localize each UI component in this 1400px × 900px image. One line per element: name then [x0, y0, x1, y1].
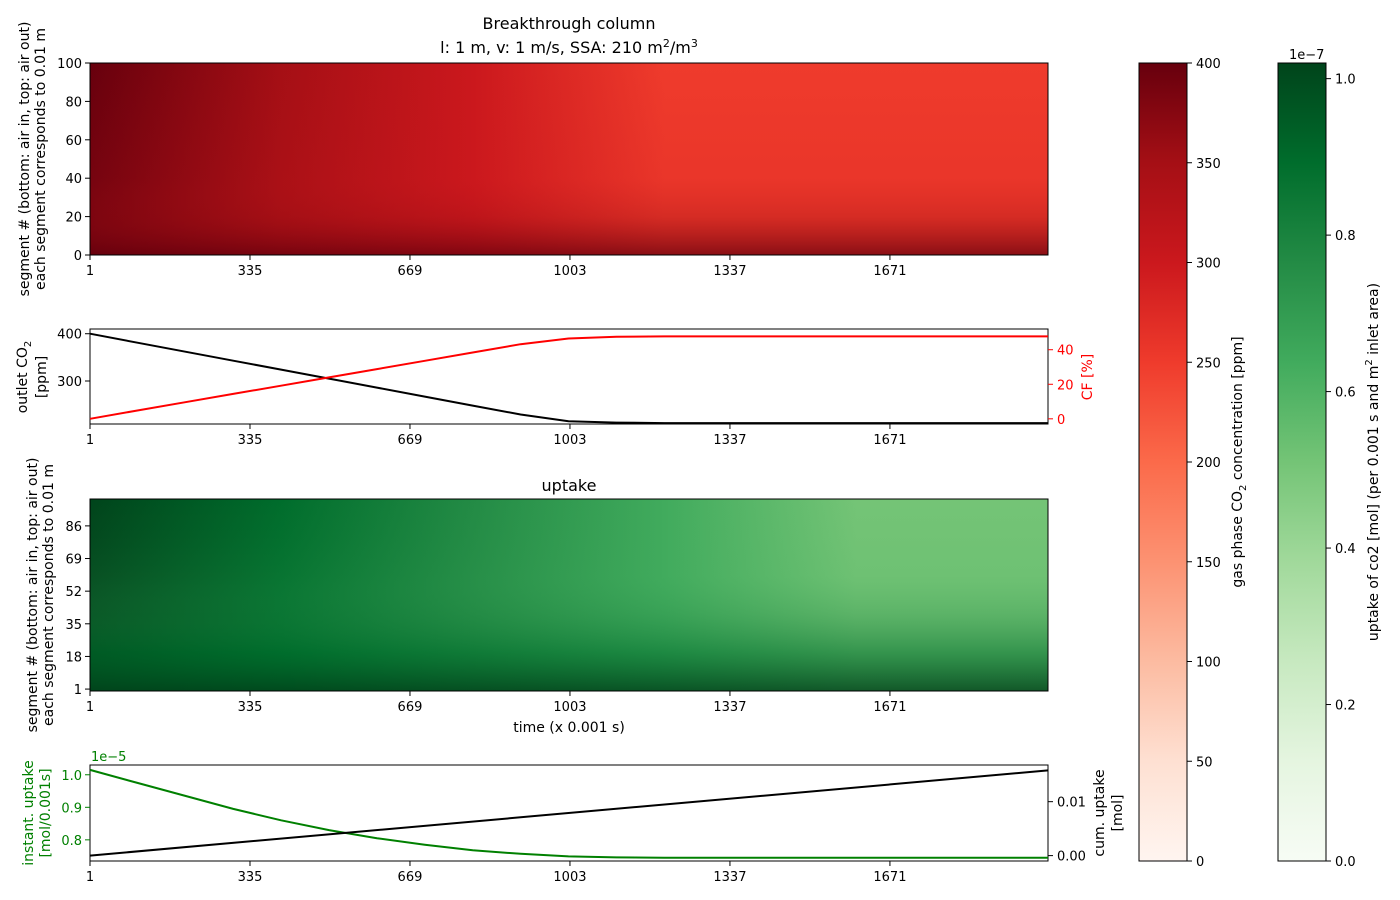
- uptake-colorbar-gradient: [1277, 62, 1327, 862]
- outlet-co2-frame: [89, 328, 1049, 425]
- outlet-co2-xtick-label: 1671: [873, 433, 906, 448]
- gas-heatmap-xtick-label: 1: [86, 264, 94, 279]
- uptake-colorbar-tick-label: 0.2: [1335, 699, 1356, 714]
- gas-heatmap-ytick-label: 80: [65, 95, 82, 110]
- uptake-colorbar-tick-label: 0.8: [1335, 229, 1356, 244]
- uptake-heatmap-xtick-label: 669: [398, 700, 423, 715]
- gas-colorbar-tick-label: 400: [1196, 57, 1221, 72]
- gas-heatmap-ytick-label: 100: [57, 57, 82, 72]
- outlet-co2-xtick-label: 335: [238, 433, 263, 448]
- cf-ytick-label: 20: [1057, 378, 1074, 393]
- gas-heatmap-ytick-label: 60: [65, 134, 82, 149]
- gas-heatmap-ytick-label: 40: [65, 172, 82, 187]
- gas-heatmap-ylabel-line1: segment # (bottom: air in, top: air out): [17, 22, 33, 297]
- gas-heatmap-xtick-label: 669: [398, 264, 423, 279]
- uptake-colorbar-tick-label: 1.0: [1335, 73, 1356, 88]
- uptake-colorbar-tick-label: 0.6: [1335, 386, 1356, 401]
- uptake-heatmap-ytick-label: 18: [65, 650, 82, 665]
- cf-ytick-label: 40: [1057, 344, 1074, 359]
- uptake-line-xtick-label: 1671: [873, 870, 906, 885]
- gas-colorbar-tick-label: 200: [1196, 456, 1221, 471]
- uptake-heatmap-ytick-label: 35: [65, 618, 82, 633]
- gas-colorbar-tick-label: 350: [1196, 157, 1221, 172]
- uptake-heatmap-xtick-label: 1: [86, 700, 94, 715]
- instant-uptake-line: [89, 768, 1048, 859]
- instant-uptake-ytick-label: 1.0: [61, 769, 82, 784]
- outlet-co2-ytick-label: 400: [57, 328, 82, 343]
- uptake-heatmap-ylabel-line1: segment # (bottom: air in, top: air out): [25, 458, 41, 733]
- gas-colorbar-tick-label: 150: [1196, 556, 1221, 571]
- gas-heatmap-xtick-label: 335: [238, 264, 263, 279]
- gas-colorbar-tick-label: 50: [1196, 755, 1213, 770]
- uptake-heatmap-xtick-label: 1003: [553, 700, 586, 715]
- uptake-colorbar: 0.0 0.2 0.4 0.6 0.8 1.0 1e−7 uptake of co2 [m…: [1277, 48, 1382, 870]
- gas-heatmap-xtick-label: 1671: [873, 264, 906, 279]
- gas-heatmap-ytick-label: 20: [65, 211, 82, 226]
- gas-heatmap-xtick-label: 1003: [553, 264, 586, 279]
- outlet-co2-xtick-label: 1003: [553, 433, 586, 448]
- uptake-colorbar-offset: 1e−7: [1289, 48, 1324, 63]
- chart-title: Breakthrough column: [483, 14, 656, 33]
- uptake-heatmap-xtick-label: 1671: [873, 700, 906, 715]
- uptake-line-xtick-label: 1: [86, 870, 94, 885]
- uptake-heatmap-panel: uptake 1 18 35 52 69 86 1 335 669 1003 1337 1671 t…: [25, 458, 1049, 736]
- instant-uptake-ylabel-line1: instant. uptake: [21, 760, 37, 865]
- uptake-colorbar-label: uptake of co2 [mol] (per 0.001 s and m2 …: [1364, 283, 1382, 641]
- gas-colorbar-label: gas phase CO2 concentration [ppm]: [1230, 336, 1249, 587]
- cf-line: [89, 335, 1048, 420]
- uptake-colorbar-tick-label: 0.4: [1335, 542, 1356, 557]
- gas-colorbar: 0 50 100 150 200 250 300 350 400 gas phase CO2 c…: [1138, 57, 1249, 870]
- instant-uptake-ytick-label: 0.9: [61, 801, 82, 816]
- uptake-heatmap-ytick-label: 86: [65, 520, 82, 535]
- gas-heatmap-panel: Breakthrough column l: 1 m, v: 1 m/s, SS…: [17, 14, 1049, 297]
- gas-heatmap-frame: [89, 62, 1049, 256]
- uptake-heatmap-xtick-label: 335: [238, 700, 263, 715]
- outlet-co2-ytick-label: 300: [57, 375, 82, 390]
- instant-uptake-offset: 1e−5: [91, 750, 126, 765]
- outlet-co2-ylabel-line2: [ppm]: [34, 356, 50, 398]
- gas-heatmap-ytick-label: 0: [74, 249, 82, 264]
- outlet-co2-panel: 300 400 0 20 40 1 335 669 1003 1337 1671 outlet …: [15, 328, 1096, 448]
- uptake-line-xtick-label: 335: [238, 870, 263, 885]
- cum-uptake-line: [89, 769, 1049, 857]
- outlet-co2-line: [89, 332, 1048, 425]
- uptake-heatmap-frame: [89, 498, 1049, 692]
- uptake-line-xtick-label: 1337: [713, 870, 746, 885]
- uptake-colorbar-tick-label: 0.0: [1335, 855, 1356, 870]
- outlet-co2-xtick-label: 1: [86, 433, 94, 448]
- gas-heatmap-ylabel-line2: each segment corresponds to 0.01 m: [33, 28, 49, 290]
- gas-colorbar-tick-label: 300: [1196, 257, 1221, 272]
- uptake-title: uptake: [542, 476, 597, 495]
- uptake-line-panel: 0.8 0.9 1.0 0.00 0.01 1 335 669 1003 1337 1671 1…: [21, 750, 1126, 885]
- uptake-heatmap-xtick-label: 1337: [713, 700, 746, 715]
- cum-uptake-ytick-label: 0.01: [1057, 796, 1086, 811]
- outlet-co2-xtick-label: 669: [398, 433, 423, 448]
- uptake-line-xtick-label: 669: [398, 870, 423, 885]
- uptake-line-frame: [89, 764, 1049, 862]
- cf-ylabel: CF [%]: [1080, 354, 1096, 401]
- gas-colorbar-tick-label: 0: [1196, 855, 1204, 870]
- gas-colorbar-tick-label: 100: [1196, 656, 1221, 671]
- gas-colorbar-tick-label: 250: [1196, 356, 1221, 371]
- uptake-heatmap-ylabel-line2: each segment corresponds to 0.01 m: [41, 464, 57, 726]
- uptake-xlabel: time (x 0.001 s): [513, 720, 625, 736]
- outlet-co2-ylabel-line1: outlet CO2: [15, 341, 34, 414]
- uptake-heatmap-shading: [90, 499, 1048, 691]
- gas-heatmap-xtick-label: 1337: [713, 264, 746, 279]
- cum-uptake-ytick-label: 0.00: [1057, 850, 1086, 865]
- uptake-line-xtick-label: 1003: [553, 870, 586, 885]
- gas-colorbar-gradient: [1138, 62, 1188, 862]
- cum-uptake-ylabel-line1: cum. uptake: [1092, 769, 1108, 856]
- instant-uptake-ylabel-line2: [mol/0.001s]: [38, 768, 54, 857]
- uptake-heatmap-ytick-label: 69: [65, 553, 82, 568]
- uptake-heatmap-ytick-label: 1: [74, 683, 82, 698]
- instant-uptake-ytick-label: 0.8: [61, 834, 82, 849]
- outlet-co2-xtick-label: 1337: [713, 433, 746, 448]
- uptake-heatmap-ytick-label: 52: [65, 585, 82, 600]
- gas-heatmap-shading: [90, 63, 1048, 255]
- cf-ytick-label: 0: [1057, 413, 1065, 428]
- chart-subtitle: l: 1 m, v: 1 m/s, SSA: 210 m2/m3: [440, 37, 698, 57]
- cum-uptake-ylabel-line2: [mol]: [1110, 794, 1126, 831]
